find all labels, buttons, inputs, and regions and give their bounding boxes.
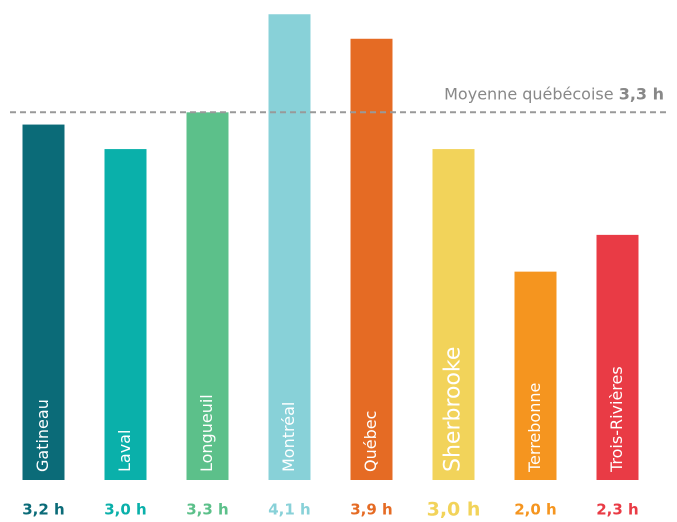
value-label: 3,9 h <box>350 501 392 519</box>
bar <box>186 112 229 481</box>
category-label: Sherbrooke <box>441 347 466 472</box>
category-label: Longueuil <box>197 394 216 472</box>
category-label: Trois-Rivières <box>607 366 626 473</box>
category-label: Gatineau <box>33 399 52 472</box>
average-annotation: Moyenne québécoise 3,3 h <box>444 84 664 103</box>
bar <box>596 234 639 480</box>
category-label: Montréal <box>279 402 298 472</box>
bar <box>22 124 65 481</box>
value-label: 3,0 h <box>427 499 481 521</box>
bar <box>432 149 475 481</box>
value-label: 2,3 h <box>596 501 638 519</box>
category-label: Terrebonne <box>525 383 544 473</box>
value-label: 3,2 h <box>22 501 64 519</box>
value-label: 2,0 h <box>514 501 556 519</box>
value-label: 3,0 h <box>104 501 146 519</box>
bar <box>104 149 147 481</box>
category-label: Québec <box>361 411 380 472</box>
average-label: Moyenne québécoise <box>444 84 613 103</box>
value-label: 3,3 h <box>186 501 228 519</box>
category-label: Laval <box>115 430 134 472</box>
average-value-label: 3,3 h <box>619 84 664 103</box>
bar <box>514 271 557 480</box>
value-label: 4,1 h <box>268 501 310 519</box>
bar <box>268 14 311 481</box>
